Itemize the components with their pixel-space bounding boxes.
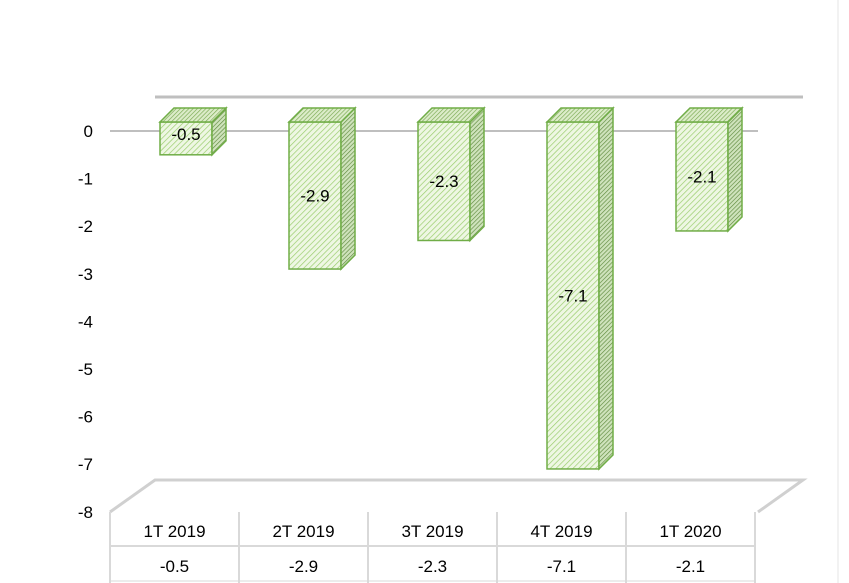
table-value: -2.1 bbox=[676, 557, 705, 576]
bar-group: -2.9 bbox=[287, 106, 357, 271]
bar-group: -7.1 bbox=[545, 106, 615, 471]
bar-group: -0.5 bbox=[158, 106, 228, 157]
y-tick-label: -7 bbox=[78, 455, 93, 474]
data-label: -2.1 bbox=[687, 167, 716, 186]
bar-group: -2.1 bbox=[674, 106, 744, 233]
data-label: -2.3 bbox=[429, 172, 458, 191]
floor-outline bbox=[109, 478, 808, 514]
bar-side-face bbox=[598, 106, 614, 471]
x-tick-label: 2T 2019 bbox=[272, 522, 334, 541]
bar bbox=[675, 121, 729, 232]
bar-group: -2.3 bbox=[416, 106, 486, 243]
y-tick-label: -4 bbox=[78, 312, 93, 331]
bar-top-face bbox=[287, 107, 357, 123]
x-tick-label: 3T 2019 bbox=[401, 522, 463, 541]
y-tick-label: 0 bbox=[84, 122, 93, 141]
table-value: -0.5 bbox=[160, 557, 189, 576]
x-tick-label: 4T 2019 bbox=[530, 522, 592, 541]
data-label: -2.9 bbox=[300, 187, 329, 206]
y-tick-label: -3 bbox=[78, 265, 93, 284]
bar-side-face bbox=[727, 106, 743, 233]
x-tick-label: 1T 2020 bbox=[659, 522, 721, 541]
data-label: -0.5 bbox=[171, 125, 200, 144]
bar-side-face bbox=[340, 106, 356, 271]
bar-top-face bbox=[158, 107, 228, 123]
y-tick-label: -8 bbox=[78, 503, 93, 522]
bar bbox=[159, 121, 213, 156]
y-tick-label: -5 bbox=[78, 360, 93, 379]
y-tick-label: -1 bbox=[78, 170, 93, 189]
y-tick-label: -2 bbox=[78, 217, 93, 236]
y-tick-label: -6 bbox=[78, 408, 93, 427]
x-tick-label: 1T 2019 bbox=[143, 522, 205, 541]
bar-side-face bbox=[469, 106, 485, 243]
bar-top-face bbox=[545, 107, 615, 123]
table-value: -2.9 bbox=[289, 557, 318, 576]
bar-top-face bbox=[416, 107, 486, 123]
bar-top-face bbox=[674, 107, 744, 123]
data-label: -7.1 bbox=[558, 286, 587, 305]
table-value: -7.1 bbox=[547, 557, 576, 576]
table-value: -2.3 bbox=[418, 557, 447, 576]
